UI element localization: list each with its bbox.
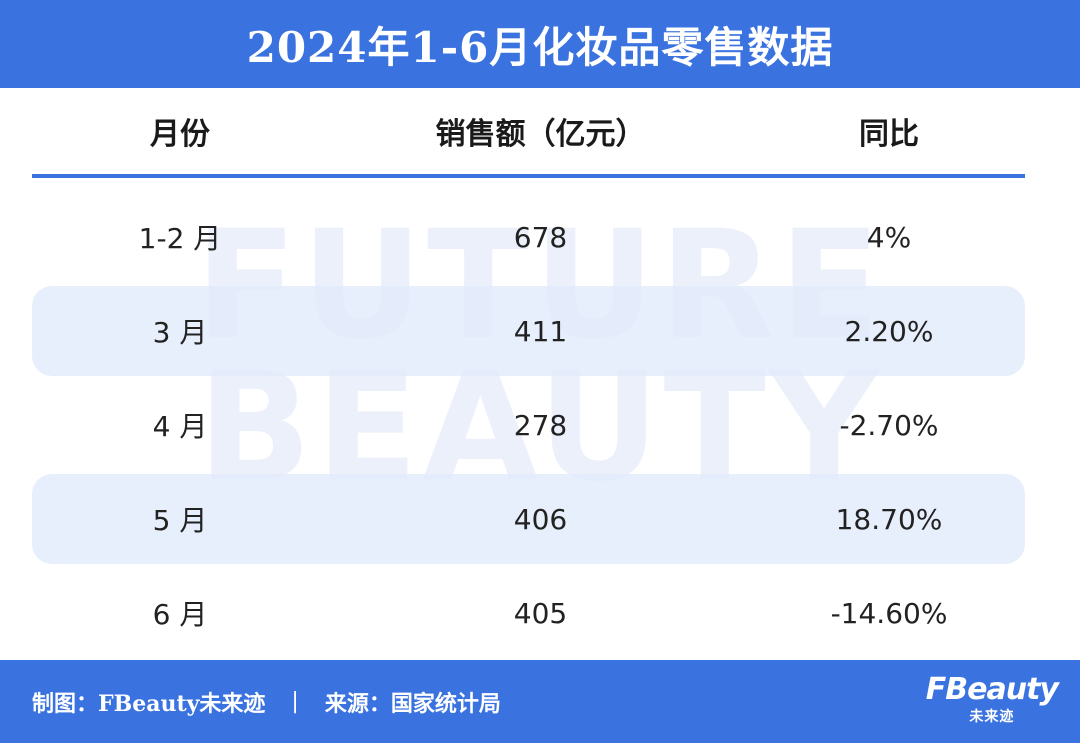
table-row: 3 月 411 2.20% <box>32 286 1025 376</box>
header-yoy: 同比 <box>859 117 919 152</box>
cell-month: 3 月 <box>152 316 208 349</box>
footer-bar: 制图：FBeauty未来迹 | 来源：国家统计局 FBeauty 未来迹 <box>0 660 1080 743</box>
title-bar: 2024年1-6月化妆品零售数据 <box>0 0 1080 88</box>
table-row: 1-2 月 678 4% <box>32 192 1025 282</box>
cell-sales: 406 <box>513 502 568 536</box>
cell-sales: 411 <box>513 314 568 348</box>
logo-sub-text: 未来迹 <box>969 709 1015 725</box>
maker-credit: 制图：FBeauty未来迹 <box>32 690 266 717</box>
header-month: 月份 <box>150 117 210 152</box>
cell-month: 4 月 <box>152 410 208 443</box>
header-sales: 销售额（亿元） <box>435 117 646 152</box>
brand-logo: FBeauty 未来迹 <box>925 672 1059 726</box>
cell-month: 6 月 <box>152 598 208 631</box>
footer-separator: | <box>291 689 299 714</box>
table-body: 1-2 月 678 4% 3 月 411 2.20% 4 月 278 -2.70… <box>32 192 1025 658</box>
cell-yoy: -14.60% <box>830 596 948 630</box>
table-row: 6 月 405 -14.60% <box>32 568 1025 658</box>
source-credit: 来源：国家统计局 <box>324 690 501 717</box>
cell-month: 5 月 <box>152 504 208 537</box>
cell-sales: 278 <box>513 408 568 442</box>
cell-yoy: -2.70% <box>839 408 939 442</box>
data-table: 月份 销售额（亿元） 同比 1-2 月 678 4% 3 月 411 2.20%… <box>32 88 1025 658</box>
table-header: 月份 销售额（亿元） 同比 <box>32 88 1025 178</box>
table-row: 5 月 406 18.70% <box>32 474 1025 564</box>
cell-sales: 678 <box>513 220 568 254</box>
page-title: 2024年1-6月化妆品零售数据 <box>246 22 834 72</box>
table-row: 4 月 278 -2.70% <box>32 380 1025 470</box>
cell-month: 1-2 月 <box>138 222 222 255</box>
cell-yoy: 4% <box>866 220 912 254</box>
logo-brand-text: FBeauty <box>925 672 1059 707</box>
cell-yoy: 18.70% <box>835 502 943 536</box>
cell-yoy: 2.20% <box>844 314 934 348</box>
cell-sales: 405 <box>513 596 568 630</box>
